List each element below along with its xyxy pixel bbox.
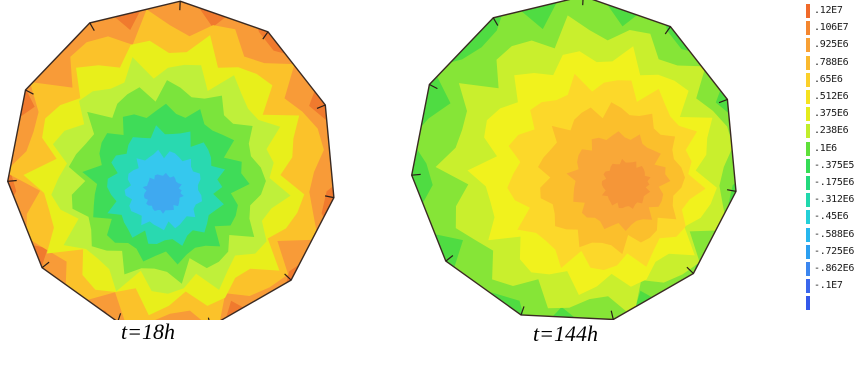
legend-label: -.45E6 bbox=[814, 211, 849, 223]
vertex-tick-t144h-2 bbox=[718, 98, 728, 104]
vertex-tick-t144h-6 bbox=[520, 306, 525, 316]
contour-polygon-t18h bbox=[6, 0, 335, 320]
legend-label: .65E6 bbox=[814, 73, 843, 85]
legend-swatch-bottom bbox=[806, 296, 810, 311]
legend-swatch bbox=[806, 72, 810, 87]
legend-swatch bbox=[806, 227, 810, 242]
vertex-tick-t144h-3 bbox=[726, 189, 737, 192]
legend-swatch bbox=[806, 90, 810, 104]
polygon-outline-t18h bbox=[6, 0, 335, 320]
contour-bands-t18h bbox=[7, 1, 334, 320]
legend-swatch bbox=[806, 158, 810, 173]
caption-t144h: t=144h bbox=[533, 321, 598, 346]
vertex-tick-t18h-2 bbox=[316, 104, 326, 109]
legend-swatch bbox=[806, 55, 810, 70]
legend-swatch bbox=[806, 279, 810, 294]
legend-swatch bbox=[806, 38, 810, 53]
legend-swatch bbox=[806, 176, 810, 190]
vertex-tick-t18h-6 bbox=[117, 313, 122, 320]
color-scale-legend: .12E7 .106E7 .925E6 .788E6 .65E6 .512E6 .375E6… bbox=[806, 0, 867, 377]
polygon-outline-t144h bbox=[410, 0, 737, 320]
contour-bands-t144h bbox=[411, 0, 736, 320]
vertex-tick-t144h-5 bbox=[610, 310, 614, 320]
caption-t18h: t=18h bbox=[121, 319, 175, 344]
legend-label: .106E7 bbox=[814, 22, 849, 34]
contour-polygon-t144h bbox=[410, 0, 737, 320]
legend-swatch bbox=[806, 107, 810, 122]
legend-label: -.862E6 bbox=[814, 263, 855, 274]
legend-swatch bbox=[806, 4, 810, 18]
legend-label: -.1E7 bbox=[814, 280, 843, 292]
vertex-tick-t144h-0 bbox=[582, 0, 584, 6]
legend-label: .238E6 bbox=[814, 125, 849, 137]
vertex-tick-t18h-4 bbox=[284, 273, 292, 281]
vertex-tick-t18h-10 bbox=[89, 22, 95, 31]
legend-label: .12E7 bbox=[814, 5, 843, 16]
legend-label: -.588E6 bbox=[814, 228, 855, 240]
legend-swatch bbox=[806, 124, 810, 139]
contour-band-t144h-7 bbox=[601, 158, 651, 209]
legend-swatch bbox=[806, 210, 810, 225]
legend-label: .788E6 bbox=[814, 56, 849, 68]
legend-swatch bbox=[806, 21, 810, 36]
legend-label: -.375E5 bbox=[814, 159, 855, 171]
vertex-tick-t144h-4 bbox=[686, 266, 694, 274]
contour-plot-t18h: t=18h bbox=[0, 0, 345, 377]
legend-label: .512E6 bbox=[814, 91, 849, 102]
vertex-tick-t18h-8 bbox=[7, 179, 17, 182]
vertex-tick-t18h-5 bbox=[207, 317, 210, 320]
legend-label: -.175E6 bbox=[814, 177, 855, 188]
legend-swatch bbox=[806, 141, 810, 156]
legend-label: .1E6 bbox=[814, 142, 837, 154]
vertex-tick-t18h-7 bbox=[41, 261, 50, 269]
vertex-tick-t18h-9 bbox=[25, 89, 34, 95]
vertex-tick-t18h-1 bbox=[262, 31, 269, 40]
vertex-tick-t144h-8 bbox=[411, 173, 421, 176]
vertex-tick-t144h-7 bbox=[445, 255, 454, 262]
vertex-tick-t144h-10 bbox=[492, 17, 499, 26]
vertex-tick-t144h-9 bbox=[429, 83, 438, 90]
contour-plot-t144h: t=144h bbox=[395, 0, 740, 377]
contour-band-t18h-9 bbox=[142, 172, 184, 214]
legend-swatch bbox=[806, 193, 810, 208]
legend-swatch bbox=[806, 262, 810, 276]
legend-label: .925E6 bbox=[814, 39, 849, 51]
legend-swatch bbox=[806, 244, 810, 259]
vertex-tick-t144h-1 bbox=[664, 26, 671, 35]
legend-label: -.312E6 bbox=[814, 194, 855, 206]
vertex-tick-t18h-3 bbox=[324, 195, 335, 199]
legend-label: -.725E6 bbox=[814, 245, 855, 257]
legend-label: .375E6 bbox=[814, 108, 849, 120]
